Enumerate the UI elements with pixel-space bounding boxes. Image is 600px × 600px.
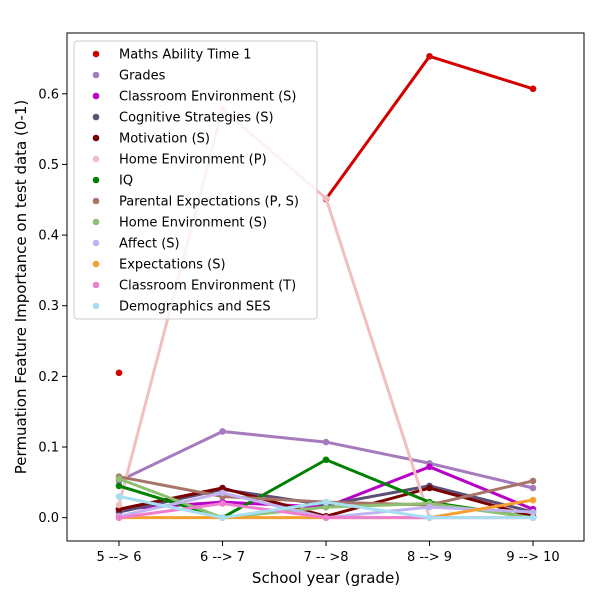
y-tick-label: 0.5 (38, 158, 59, 173)
legend-label: Maths Ability Time 1 (119, 48, 252, 63)
data-point (322, 514, 330, 521)
legend-item: Expectations (S) (92, 258, 226, 273)
legend-marker (92, 155, 100, 163)
legend-marker (92, 239, 100, 247)
legend-label: Parental Expectations (P, S) (119, 195, 299, 210)
legend-item: Maths Ability Time 1 (92, 48, 252, 63)
x-tick-label: 9 --> 10 (506, 550, 559, 565)
legend-marker (92, 50, 100, 58)
legend-marker (92, 197, 100, 205)
x-tick-label: 5 --> 6 (96, 550, 141, 565)
x-axis-label: School year (grade) (252, 569, 400, 587)
legend-marker (92, 260, 100, 268)
data-point (219, 514, 226, 521)
legend-label: Home Environment (S) (119, 216, 267, 231)
data-point (115, 501, 123, 509)
data-point (426, 503, 433, 511)
y-axis-label: Permuation Feature Importance on test da… (12, 100, 30, 474)
series-12 (115, 493, 537, 521)
legend-marker (92, 71, 100, 79)
legend-item: Parental Expectations (P, S) (92, 195, 299, 210)
series-1 (115, 428, 537, 492)
data-point (115, 475, 123, 483)
data-point (322, 195, 330, 202)
legend-items: Maths Ability Time 1 Grades Classroom Envi… (92, 48, 299, 315)
legend-item: IQ (92, 174, 133, 189)
legend-item: Cognitive Strategies (S) (92, 111, 274, 126)
data-point (219, 489, 226, 497)
data-point (426, 514, 433, 521)
y-tick-label: 0.3 (38, 299, 59, 314)
ticks-layer: 5 --> 6 6 --> 7 7 -- >8 8 --> 9 9 --> 10 0.0 0… (38, 87, 559, 565)
legend-marker (92, 218, 100, 226)
legend-marker (92, 92, 100, 100)
data-point (426, 463, 433, 471)
data-point (322, 456, 330, 464)
data-point (529, 496, 537, 504)
data-point (219, 484, 226, 492)
legend-item: Demographics and SES (92, 300, 271, 315)
series-0 (115, 53, 537, 377)
data-point (115, 482, 123, 490)
legend-label: Cognitive Strategies (S) (119, 111, 274, 126)
data-point (219, 500, 226, 507)
legend-marker (92, 176, 100, 184)
legend-label: Expectations (S) (119, 258, 226, 273)
legend-marker (92, 134, 100, 142)
data-point (322, 498, 330, 506)
data-point (529, 508, 537, 516)
legend-item: Home Environment (P) (92, 153, 267, 168)
data-point (529, 85, 537, 93)
legend-item: Classroom Environment (S) (92, 90, 297, 105)
legend-marker (92, 113, 100, 121)
data-point (529, 477, 537, 485)
legend-item: Grades (92, 69, 166, 84)
legend-label: Demographics and SES (119, 300, 271, 315)
legend-label: Home Environment (P) (119, 153, 267, 168)
legend-label: Affect (S) (119, 237, 180, 252)
legend-item: Classroom Environment (T) (92, 279, 296, 294)
data-point (115, 369, 123, 377)
data-point (426, 53, 433, 60)
legend-marker (92, 281, 100, 289)
x-tick-label: 6 --> 7 (200, 550, 245, 565)
legend-item: Motivation (S) (92, 132, 210, 147)
y-tick-label: 0.6 (38, 87, 59, 102)
legend-label: Classroom Environment (S) (119, 90, 297, 105)
legend-frame (73, 40, 318, 320)
x-tick-label: 8 --> 9 (407, 550, 452, 565)
legend-label: Classroom Environment (T) (119, 279, 296, 294)
data-point (219, 428, 226, 435)
data-point (529, 514, 537, 521)
legend: Maths Ability Time 1 Grades Classroom Envi… (73, 40, 318, 320)
x-tick-label: 7 -- >8 (303, 550, 348, 565)
legend-marker (92, 302, 100, 310)
legend-label: Motivation (S) (119, 132, 210, 147)
y-tick-label: 0.2 (38, 370, 59, 385)
legend-item: Affect (S) (92, 237, 180, 252)
y-tick-label: 0.4 (38, 229, 59, 244)
data-point (115, 493, 123, 500)
legend-label: Grades (119, 69, 166, 84)
data-point (322, 503, 330, 511)
data-point (529, 484, 537, 492)
data-point (426, 484, 433, 492)
legend-label: IQ (119, 174, 133, 189)
data-point (115, 514, 123, 521)
y-tick-label: 0.1 (38, 441, 59, 456)
series-line (324, 54, 535, 201)
data-point (322, 438, 330, 446)
y-tick-label: 0.0 (38, 511, 59, 526)
legend-item: Home Environment (S) (92, 216, 267, 231)
